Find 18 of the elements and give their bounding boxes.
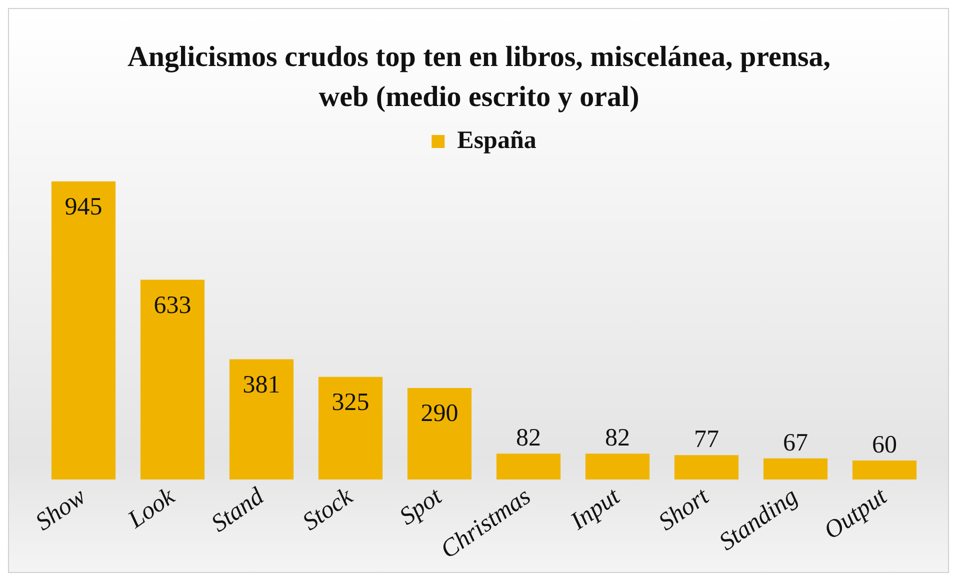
x-tick-label: Stock bbox=[298, 482, 358, 536]
data-label: 945 bbox=[64, 193, 102, 220]
x-tick-label: Spot bbox=[394, 482, 448, 531]
data-label: 77 bbox=[694, 426, 719, 454]
x-tick-label: Short bbox=[654, 482, 715, 536]
x-tick-label: Look bbox=[122, 482, 180, 534]
data-label: 67 bbox=[783, 429, 808, 456]
data-label: 633 bbox=[154, 292, 192, 319]
legend-label: España bbox=[457, 126, 537, 154]
data-label: 325 bbox=[332, 388, 370, 416]
chart-title: Anglicismos crudos top ten en libros, miscelánea, prensa, web (medio escrito y oral) bbox=[126, 40, 832, 115]
data-label: 381 bbox=[242, 371, 280, 398]
data-label: 290 bbox=[420, 400, 458, 428]
x-tick-label: Input bbox=[565, 482, 626, 536]
data-label: 82 bbox=[516, 424, 541, 452]
data-label: 60 bbox=[872, 432, 897, 459]
data-label: 82 bbox=[605, 424, 630, 452]
x-tick-label: Show bbox=[30, 482, 91, 536]
